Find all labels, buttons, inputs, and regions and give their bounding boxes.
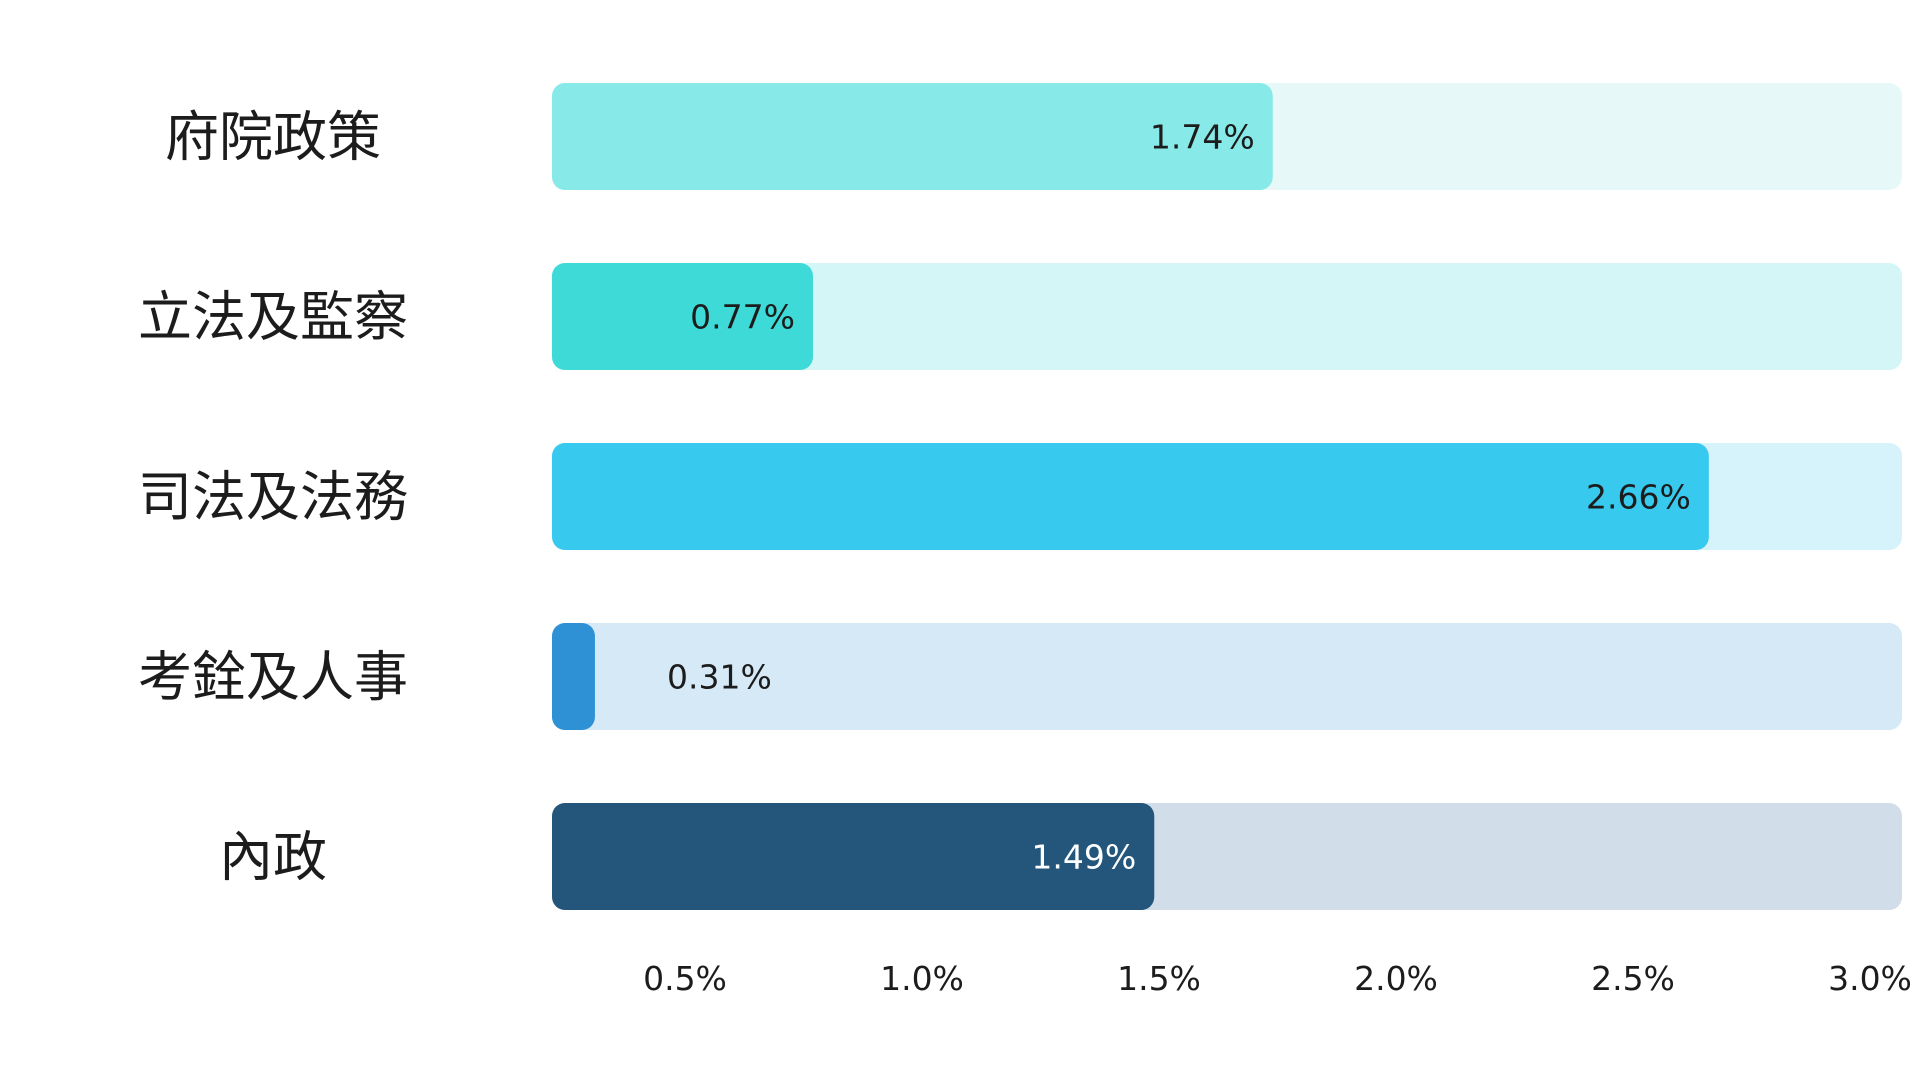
category-label: 司法及法務 — [138, 466, 408, 529]
value-label: 1.74% — [1150, 118, 1255, 157]
bar — [552, 263, 813, 370]
bar — [552, 83, 1273, 190]
bar — [552, 623, 595, 730]
category-label: 考銓及人事 — [138, 646, 408, 709]
x-tick-label: 2.0% — [1354, 959, 1438, 998]
category-label: 內政 — [219, 826, 327, 889]
bar-track — [552, 623, 1902, 730]
x-tick-label: 1.0% — [880, 959, 964, 998]
x-tick-label: 1.5% — [1117, 959, 1201, 998]
bar-track — [552, 263, 1902, 370]
x-tick-label: 2.5% — [1591, 959, 1675, 998]
value-labels: 1.74% 0.77% 2.66% 0.31% 1.49% — [667, 118, 1691, 877]
bar — [552, 803, 1155, 910]
value-label: 0.77% — [690, 298, 795, 337]
x-tick-label: 3.0% — [1828, 959, 1912, 998]
value-label: 1.49% — [1031, 838, 1136, 877]
category-label: 府院政策 — [165, 106, 381, 169]
x-tick-label: 0.5% — [643, 959, 727, 998]
category-label: 立法及監察 — [138, 286, 408, 349]
value-label: 2.66% — [1586, 478, 1691, 517]
x-axis-ticks: 0.5% 1.0% 1.5% 2.0% 2.5% 3.0% — [643, 959, 1912, 998]
bars — [552, 83, 1709, 910]
bar — [552, 443, 1709, 550]
value-label: 0.31% — [667, 658, 772, 697]
